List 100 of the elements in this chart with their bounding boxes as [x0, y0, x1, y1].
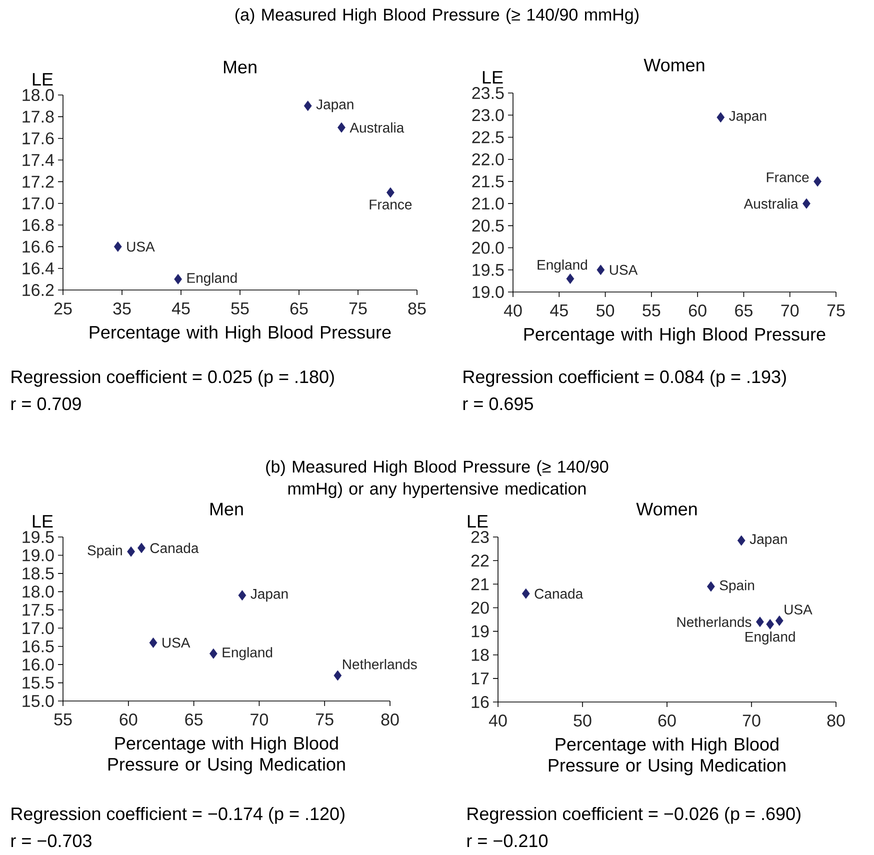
chart-subtitle: (a) Measured High Blood Pressure (≥ 140/90 mmHg): [235, 8, 638, 24]
y-tick-label: 19.0: [22, 549, 54, 562]
y-tick-label: 19.5: [472, 264, 504, 276]
point: [334, 670, 342, 681]
y-tick-label: 22.5: [472, 131, 504, 144]
point: [596, 264, 605, 276]
x-tick-label: 80: [827, 714, 845, 727]
annotation: England: [538, 259, 588, 273]
y-tick-label: 20.5: [472, 220, 504, 232]
y-tick-label: 16.5: [22, 640, 54, 652]
point: [386, 187, 394, 198]
annotation: Japan: [729, 111, 766, 124]
annotation: USA: [784, 604, 812, 614]
x-tick-label: 40: [504, 304, 522, 317]
text: Regression coefficient = 0.025 (p = .180): [12, 370, 334, 387]
annotation: USA: [162, 638, 190, 648]
point: [209, 648, 218, 659]
annotation: France: [370, 200, 412, 210]
point: [138, 542, 146, 554]
y-tick-label: 16.6: [22, 240, 54, 253]
annotation: Japan: [316, 100, 354, 112]
y-tick-label: 20.0: [472, 242, 504, 254]
x-tick-label: 65: [185, 714, 203, 726]
x-tick-label: 60: [688, 304, 706, 317]
annotation: England: [222, 647, 272, 660]
point: [238, 590, 246, 601]
point: [766, 619, 774, 630]
y-tick-label: 20: [471, 602, 489, 614]
y-tick-label: 16.8: [22, 218, 54, 232]
y-tick-label: 17.0: [22, 622, 54, 634]
x-tick-label: 45: [550, 304, 568, 316]
point: [566, 274, 574, 284]
annotation: USA: [127, 242, 155, 252]
text: r = 0.709: [11, 397, 81, 410]
x-axis-title: Percentage with High Blood Pressure: [90, 325, 391, 342]
point: [114, 241, 122, 252]
y-tick-label: 23: [471, 531, 489, 544]
y-tick-label: 18.0: [22, 586, 54, 598]
y-tick-label: 17.5: [22, 604, 54, 616]
x-tick-label: 80: [381, 714, 399, 726]
chart-title: Women: [636, 502, 697, 516]
annotation: Canada: [150, 542, 199, 554]
y-tick-label: 17: [472, 672, 489, 684]
text: Regression coefficient = −0.174 (p = .120): [12, 806, 344, 824]
text: Regression coefficient = −0.026 (p = .690): [468, 806, 800, 824]
x-tick-label: 70: [781, 304, 799, 317]
chart-title: Men: [210, 502, 243, 516]
annotation: England: [746, 631, 795, 644]
text: r = −0.703: [11, 834, 92, 848]
text: Regression coefficient = 0.084 (p = .193): [464, 370, 786, 387]
annotation: Canada: [534, 588, 584, 599]
annotation: Spain: [88, 545, 122, 558]
chart-title: Men: [224, 60, 256, 74]
x-tick-label: 60: [120, 714, 138, 726]
x-tick-label: 45: [172, 302, 190, 314]
y-tick-label: 17.0: [22, 197, 54, 210]
y-axis-title: LE: [32, 73, 53, 86]
annotation: England: [187, 272, 237, 286]
y-tick-label: 21.5: [472, 175, 504, 188]
y-tick-label: 23.5: [472, 86, 504, 100]
y-tick-label: 22: [471, 554, 489, 567]
point: [338, 122, 346, 133]
x-tick-label: 75: [827, 304, 845, 316]
annotation: Japan: [250, 589, 288, 602]
y-tick-label: 19.5: [22, 530, 54, 544]
x-tick-label: 60: [658, 714, 676, 727]
x-tick-label: 85: [408, 302, 426, 315]
y-tick-label: 16.0: [22, 658, 54, 671]
annotation: Spain: [720, 580, 754, 594]
annotation: Australia: [744, 198, 798, 209]
y-tick-label: 17.6: [22, 132, 54, 144]
point: [737, 535, 746, 546]
y-tick-label: 17.4: [22, 154, 54, 166]
annotation: Japan: [750, 534, 787, 547]
point: [304, 100, 312, 112]
point: [756, 616, 764, 628]
x-tick-label: 50: [574, 714, 592, 727]
y-tick-label: 17.8: [22, 110, 54, 123]
x-tick-label: 55: [642, 304, 660, 316]
y-axis-title: LE: [32, 515, 53, 528]
x-axis-title: Percentage with High Blood Pressure or Using Medication: [548, 737, 786, 776]
y-tick-label: 18: [472, 648, 489, 661]
y-tick-label: 18.5: [22, 567, 54, 580]
annotation: Netherlands: [677, 616, 752, 628]
point: [716, 112, 725, 123]
x-tick-label: 25: [54, 302, 72, 315]
point: [174, 274, 182, 284]
x-tick-label: 65: [735, 304, 752, 317]
x-tick-label: 75: [316, 714, 334, 726]
x-axis-title: Percentage with High Blood Pressure: [524, 327, 826, 344]
x-tick-label: 75: [349, 302, 367, 314]
y-tick-label: 21: [471, 578, 489, 590]
y-tick-label: 15.5: [22, 676, 54, 689]
y-tick-label: 22.0: [472, 153, 504, 166]
y-tick-label: 16.4: [22, 262, 54, 274]
x-tick-label: 40: [488, 714, 507, 727]
y-tick-label: 19: [472, 625, 489, 638]
y-tick-label: 16: [472, 696, 489, 708]
annotation: Australia: [350, 122, 404, 133]
x-tick-label: 65: [290, 302, 308, 315]
